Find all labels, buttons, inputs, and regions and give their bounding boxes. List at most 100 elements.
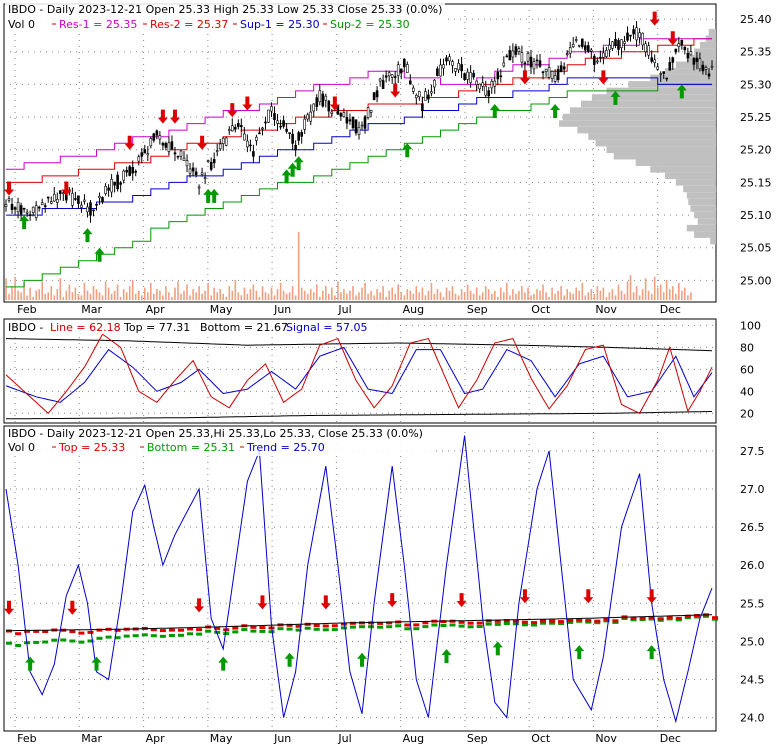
volume-bar [590,289,593,300]
volume-bar [279,282,282,300]
price-tick-label: 25.10 [740,209,772,222]
price-bar-body [701,64,705,72]
legend-sup1: Sup-1 = 25.30 [240,18,320,31]
top-band-segment [657,617,664,621]
price-bar-body [170,141,174,150]
price-bar-body [224,137,228,146]
volume-bar [104,281,107,300]
trend-legend-trend: Trend = 25.70 [246,441,325,454]
bottom-band-segment [431,623,438,627]
volume-bar [162,295,164,301]
price-bar-body [270,106,273,112]
volume-bar [641,289,644,300]
volume-bar [665,279,668,301]
volume-bar [131,279,134,301]
top-band-segment [503,619,510,623]
volume-bar [681,290,683,300]
volume-bar [632,292,635,301]
price-bar-body [267,109,270,123]
price-bar-body [433,79,436,88]
top-band-segment [313,624,320,627]
volume-bar [457,295,460,301]
bottom-band-segment [531,623,537,627]
up-arrow-icon [203,188,214,203]
price-bar-body [638,32,641,38]
price-bar-body [402,58,406,68]
volume-bar [533,293,535,300]
top-band-segment [377,621,384,625]
volume-bar [264,292,267,301]
price-bar-body [315,97,319,107]
volume-bar [47,292,49,301]
volume-bar [234,279,237,301]
price-bar-body [258,132,261,135]
bottom-band-segment [512,622,519,626]
price-bar-body [707,73,711,77]
price-bar-body [276,120,279,124]
volume-bar [650,293,653,300]
top-band-segment [512,619,519,623]
volume-bar [557,290,559,300]
price-bar-body [237,123,240,127]
price-bar-body [647,45,650,56]
top-band-segment [69,630,76,634]
volume-bar [204,290,206,300]
volume-profile-bar [559,120,716,127]
month-label: Aug [403,732,424,745]
price-bar-body [327,100,331,112]
volume-bar [32,296,34,300]
volume-bar [451,286,454,301]
volume-bar [412,293,415,300]
volume-bar [500,287,502,300]
volume-bar [53,295,56,301]
month-label: Aug [403,303,424,316]
volume-profile-bar [650,74,716,82]
top-band-segment [558,620,565,624]
price-bar-body [511,50,515,58]
legend-line: Line = 62.18 [50,321,121,334]
price-bar-body [611,41,614,49]
top-band-segment [340,622,347,626]
month-label: Apr [146,732,166,745]
volume-bar [475,287,478,300]
volume-bar [379,292,381,301]
volume-profile-bar [675,61,716,68]
price-bar-body [544,68,548,72]
price-bar-body [541,71,545,74]
volume-bar [355,295,357,301]
price-bar-body [273,113,276,121]
up-arrow-icon [402,143,413,158]
volume-profile-bar [562,113,716,121]
price-tick-label: 25.20 [740,144,772,157]
price-bar-body [351,116,355,129]
volume-bar [243,287,246,300]
top-band-segment [467,621,474,625]
down-arrow-icon [329,96,340,111]
up-arrow-icon [94,247,105,262]
volume-profile-bar [635,159,716,166]
volume-bar [23,282,25,300]
price-bar-body [656,66,660,70]
trend-tick-label: 25.0 [740,635,765,648]
volume-bar [26,295,28,301]
volume-bar [352,286,354,301]
top-band-segment [232,626,239,630]
volume-bar [65,290,68,300]
price-bar-body [454,68,457,72]
trend-tick-label: 24.0 [740,712,765,725]
price-bar-body [460,64,463,72]
price-bar-body [215,150,219,152]
price-bar-body [294,145,297,151]
price-bar-body [466,71,469,80]
top-band-segment [259,626,266,630]
bottom-band-segment [349,625,356,629]
top-band-segment [603,617,610,621]
price-bar-body [221,137,225,144]
price-bar-body [46,196,50,199]
trend-chart-title: IBDO - Daily 2023-12-21 Open 25.33,Hi 25… [8,427,423,440]
price-bar-body [644,43,647,52]
price-panel: 25.40 25.35 25.30 25.25 25.20 25.15 25.10 25.05… [3,2,772,316]
volume-bar [334,295,336,301]
price-bar-body [306,114,310,120]
top-band-segment [521,620,528,624]
